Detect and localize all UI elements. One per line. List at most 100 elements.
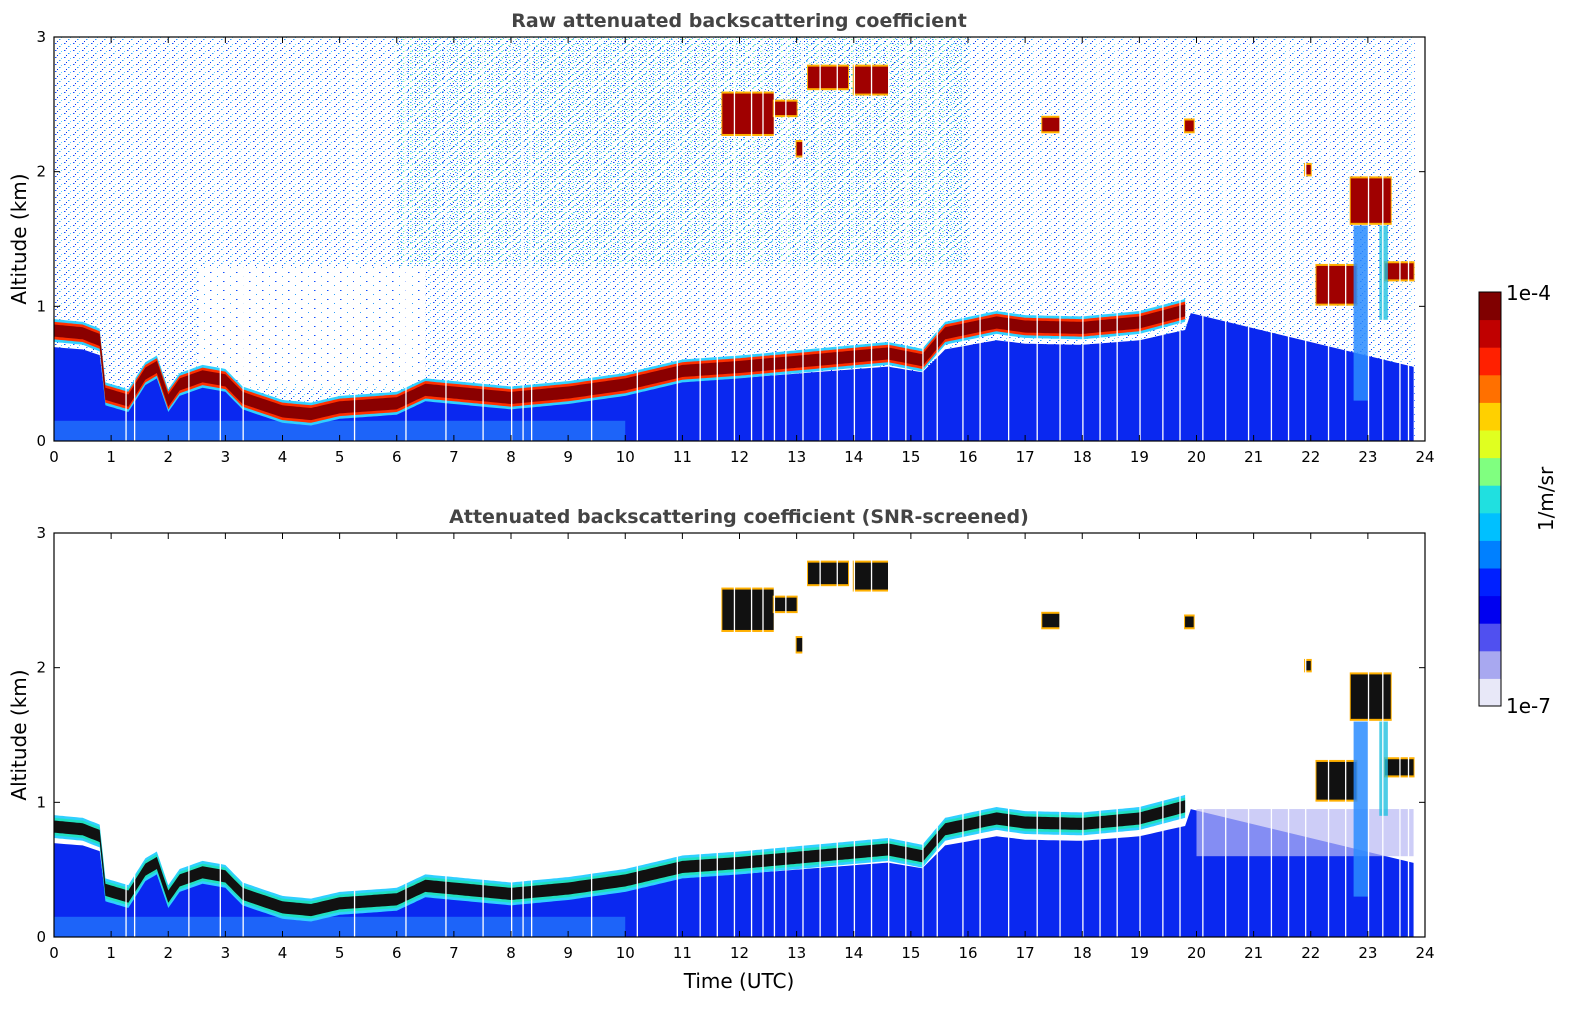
x-tick-label: 15 (901, 448, 920, 466)
data-gap (853, 37, 856, 441)
data-gap (482, 533, 484, 937)
colorbar-swatch (1479, 457, 1501, 486)
data-gap (511, 37, 513, 441)
data-gap (1407, 533, 1410, 937)
data-gap (1036, 533, 1038, 937)
x-tick-label: 20 (1187, 944, 1206, 962)
raw-y-axis-label: Altitude (km) (7, 173, 31, 304)
data-gap (1099, 37, 1101, 441)
data-gap (242, 533, 244, 937)
raw-panel-title: Raw attenuated backscattering coefficien… (511, 10, 967, 32)
data-gap (922, 533, 924, 937)
x-tick-label: 14 (844, 448, 863, 466)
data-gap (1225, 533, 1227, 937)
cloud-layer (1316, 265, 1357, 304)
data-gap (773, 533, 776, 937)
data-gap (590, 37, 593, 441)
data-gap (405, 533, 407, 937)
data-gap (1367, 533, 1370, 937)
x-tick-label: 3 (221, 448, 231, 466)
cloud-layer (796, 638, 803, 652)
colorbar-swatch (1479, 650, 1501, 679)
data-gap (1345, 37, 1347, 441)
data-gap (1082, 37, 1084, 441)
x-tick-label: 0 (49, 944, 59, 962)
colorbar-swatch (1479, 623, 1501, 652)
cloud-layer (1305, 660, 1311, 671)
data-gap (1382, 533, 1384, 937)
data-gap (888, 533, 890, 937)
data-gap (1082, 533, 1084, 937)
x-tick-label: 15 (901, 944, 920, 962)
data-gap (1202, 37, 1204, 441)
y-tick-label: 2 (36, 659, 46, 677)
colorbar-frame (1478, 291, 1502, 707)
x-tick-label: 8 (506, 944, 516, 962)
snr-heatmap-area (54, 533, 1425, 937)
data-gap (1270, 533, 1273, 937)
aerosol-layer (54, 313, 1414, 441)
x-tick-label: 21 (1244, 944, 1263, 962)
data-gap (1059, 37, 1061, 441)
colorbar: 1e-4 1e-7 1/m/sr (1478, 281, 1558, 718)
snr-screened-panel: 0 1 2 3 4 5 6 7 8 9 10 11 12 13 14 15 16 17 18 19 20 21 22 23 24… (7, 506, 1435, 993)
data-gap (636, 533, 638, 937)
x-tick-label: 18 (1073, 448, 1092, 466)
data-gap (922, 37, 924, 441)
y-tick-label: 1 (36, 297, 46, 315)
colorbar-swatch (1479, 292, 1501, 321)
colorbar-swatch (1479, 512, 1501, 541)
x-tick-label: 22 (1301, 944, 1320, 962)
data-gap (699, 37, 701, 441)
data-gap (802, 37, 804, 441)
colorbar-unit-label: 1/m/sr (1534, 466, 1558, 531)
cloud-layer (808, 562, 849, 585)
y-tick-label: 3 (36, 28, 46, 46)
data-gap (1399, 533, 1401, 937)
data-gap (590, 533, 593, 937)
cloud-layer (1185, 120, 1194, 132)
data-gap (242, 37, 244, 441)
data-gap (530, 533, 533, 937)
x-tick-label: 8 (506, 448, 516, 466)
data-gap (1399, 37, 1401, 441)
cloud-layer (1350, 178, 1391, 223)
precip-streak (1353, 721, 1368, 897)
x-tick-label: 11 (673, 448, 692, 466)
data-gap (353, 37, 356, 441)
colorbar-swatch (1479, 485, 1501, 514)
data-gap (188, 37, 190, 441)
data-gap (522, 37, 524, 441)
y-tick-label: 3 (36, 524, 46, 542)
data-gap (699, 533, 701, 937)
data-gap (819, 533, 821, 937)
x-tick-label: 20 (1187, 448, 1206, 466)
data-gap (1116, 533, 1118, 937)
cloud-layer (796, 142, 803, 156)
data-gap (1287, 533, 1290, 937)
x-tick-label: 0 (49, 448, 59, 466)
data-gap (785, 533, 787, 937)
x-tick-label: 22 (1301, 448, 1320, 466)
x-tick-label: 11 (673, 944, 692, 962)
cloud-layer (1185, 616, 1194, 628)
snr-y-ticks: 0 1 2 3 (36, 524, 1425, 946)
data-gap (1007, 37, 1010, 441)
data-gap (1099, 533, 1101, 937)
data-gap (819, 37, 821, 441)
data-gap (530, 37, 533, 441)
x-tick-label: 7 (449, 944, 459, 962)
late-aerosol (1190, 366, 1414, 441)
x-tick-label: 1 (106, 944, 116, 962)
colorbar-swatch (1479, 678, 1501, 707)
data-gap (482, 37, 484, 441)
data-gap (219, 533, 221, 937)
data-gap (676, 37, 678, 441)
cloud-layer (1042, 613, 1060, 628)
colorbar-swatch (1479, 540, 1501, 569)
y-tick-label: 2 (36, 163, 46, 181)
x-tick-label: 3 (221, 944, 231, 962)
raw-heatmap-area (54, 37, 1425, 441)
raw-backscatter-panel: 0 1 2 3 4 5 6 7 8 9 10 11 12 13 14 15 16 17 18 19 20 21 22 23 24… (7, 10, 1435, 466)
